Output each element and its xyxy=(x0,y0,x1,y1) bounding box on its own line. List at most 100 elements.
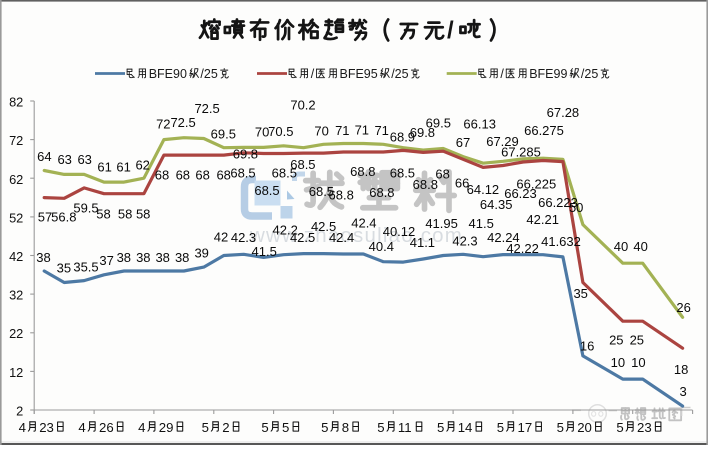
svg-text:11: 11 xyxy=(398,420,412,435)
svg-text:66.23: 66.23 xyxy=(504,186,537,201)
svg-text:35.5: 35.5 xyxy=(73,260,98,275)
svg-text:61: 61 xyxy=(116,159,130,174)
svg-text:72.5: 72.5 xyxy=(170,115,195,130)
svg-text:/25: /25 xyxy=(391,67,408,81)
svg-text:41.5: 41.5 xyxy=(469,216,494,231)
svg-text:5: 5 xyxy=(616,420,623,435)
svg-text:68.5: 68.5 xyxy=(390,166,415,181)
svg-text:63: 63 xyxy=(77,152,91,167)
svg-text:5: 5 xyxy=(202,420,209,435)
svg-text:40: 40 xyxy=(633,239,647,254)
svg-text:68.5: 68.5 xyxy=(290,157,315,172)
svg-text:4: 4 xyxy=(78,420,85,435)
svg-text:71: 71 xyxy=(335,123,349,138)
svg-text:42.4: 42.4 xyxy=(329,230,354,245)
svg-text:26: 26 xyxy=(676,300,690,315)
svg-text:5: 5 xyxy=(437,420,444,435)
svg-text:42: 42 xyxy=(9,249,23,264)
svg-text:22: 22 xyxy=(9,326,23,341)
svg-text:68.8: 68.8 xyxy=(413,177,438,192)
svg-text:82: 82 xyxy=(9,95,23,110)
svg-text:67: 67 xyxy=(456,135,470,150)
svg-text:5: 5 xyxy=(321,420,328,435)
svg-text:61: 61 xyxy=(97,159,111,174)
svg-text:/: / xyxy=(447,17,454,44)
svg-text:/: / xyxy=(500,67,504,81)
svg-text:23: 23 xyxy=(637,420,652,435)
svg-text:16: 16 xyxy=(580,339,594,354)
svg-text:68: 68 xyxy=(195,168,209,183)
svg-text:42.2: 42.2 xyxy=(273,223,298,238)
svg-text:70: 70 xyxy=(255,124,269,139)
svg-text:50: 50 xyxy=(569,200,583,215)
svg-text:64.35: 64.35 xyxy=(480,197,513,212)
svg-text:BFE95: BFE95 xyxy=(340,67,378,81)
svg-text:2: 2 xyxy=(222,420,229,435)
svg-text:68.9: 68.9 xyxy=(390,130,415,145)
svg-text:5: 5 xyxy=(377,420,384,435)
svg-text:71: 71 xyxy=(355,123,369,138)
svg-text:BFE90: BFE90 xyxy=(149,67,187,81)
svg-text:42.22: 42.22 xyxy=(506,241,539,256)
svg-text:42: 42 xyxy=(214,230,228,245)
svg-text:4: 4 xyxy=(138,420,145,435)
svg-text:66.13: 66.13 xyxy=(463,117,496,132)
svg-text:68.8: 68.8 xyxy=(350,164,375,179)
svg-text:58: 58 xyxy=(96,207,110,222)
svg-text:25: 25 xyxy=(609,332,623,347)
svg-text:2: 2 xyxy=(16,404,23,419)
svg-text:62: 62 xyxy=(135,157,149,172)
svg-text:67.285: 67.285 xyxy=(501,144,541,159)
svg-text:4: 4 xyxy=(19,420,26,435)
svg-text:/25: /25 xyxy=(200,67,217,81)
svg-text:5: 5 xyxy=(497,420,504,435)
svg-text:56.8: 56.8 xyxy=(51,210,76,225)
svg-text:42.5: 42.5 xyxy=(311,219,336,234)
svg-text:32: 32 xyxy=(9,288,23,303)
svg-text:68.8: 68.8 xyxy=(369,185,394,200)
svg-text:58: 58 xyxy=(118,207,132,222)
svg-text:66.223: 66.223 xyxy=(538,195,578,210)
svg-text:35: 35 xyxy=(573,286,587,301)
svg-text:5: 5 xyxy=(282,420,289,435)
svg-text:42.5: 42.5 xyxy=(290,230,315,245)
svg-text:10: 10 xyxy=(611,355,625,370)
svg-text:38: 38 xyxy=(155,250,169,265)
svg-text:25: 25 xyxy=(630,332,644,347)
svg-text:68.5: 68.5 xyxy=(272,165,297,180)
svg-text:42.3: 42.3 xyxy=(452,233,477,248)
svg-text:18: 18 xyxy=(674,362,688,377)
svg-text:38: 38 xyxy=(136,250,150,265)
svg-text:38: 38 xyxy=(36,250,50,265)
svg-text:26: 26 xyxy=(99,420,114,435)
svg-text:70.2: 70.2 xyxy=(290,97,315,112)
svg-text:59.5: 59.5 xyxy=(73,201,98,216)
svg-text:68: 68 xyxy=(216,168,230,183)
svg-text:67.29: 67.29 xyxy=(486,134,519,149)
svg-text:72: 72 xyxy=(156,116,170,131)
svg-text:37: 37 xyxy=(99,253,113,268)
svg-text:69.8: 69.8 xyxy=(233,146,258,161)
svg-text:68: 68 xyxy=(155,168,169,183)
svg-text:12: 12 xyxy=(9,365,23,380)
svg-text:58: 58 xyxy=(136,207,150,222)
svg-text:42.21: 42.21 xyxy=(526,212,559,227)
svg-text:68: 68 xyxy=(176,168,190,183)
svg-text:68: 68 xyxy=(435,167,449,182)
svg-text:70: 70 xyxy=(314,124,328,139)
svg-text:41.632: 41.632 xyxy=(541,234,581,249)
svg-text:38: 38 xyxy=(117,250,131,265)
svg-text:www.zhaosuliao.com: www.zhaosuliao.com xyxy=(249,224,463,247)
svg-text:/25: /25 xyxy=(581,67,598,81)
svg-text:39: 39 xyxy=(194,245,208,260)
svg-text:10: 10 xyxy=(631,355,645,370)
svg-text:3: 3 xyxy=(679,384,686,399)
svg-text:68.5: 68.5 xyxy=(230,165,255,180)
svg-text:42.24: 42.24 xyxy=(487,230,520,245)
svg-text:35: 35 xyxy=(57,260,71,275)
svg-text:41.1: 41.1 xyxy=(410,235,435,250)
svg-text:69.5: 69.5 xyxy=(426,115,451,130)
svg-text:20: 20 xyxy=(577,420,592,435)
svg-text:66: 66 xyxy=(455,176,469,191)
svg-text:66.225: 66.225 xyxy=(516,177,556,192)
